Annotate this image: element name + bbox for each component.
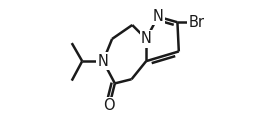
Text: N: N (153, 9, 163, 24)
Text: N: N (98, 54, 109, 69)
Text: N: N (141, 31, 152, 46)
Text: Br: Br (188, 15, 204, 30)
Text: O: O (104, 98, 115, 113)
